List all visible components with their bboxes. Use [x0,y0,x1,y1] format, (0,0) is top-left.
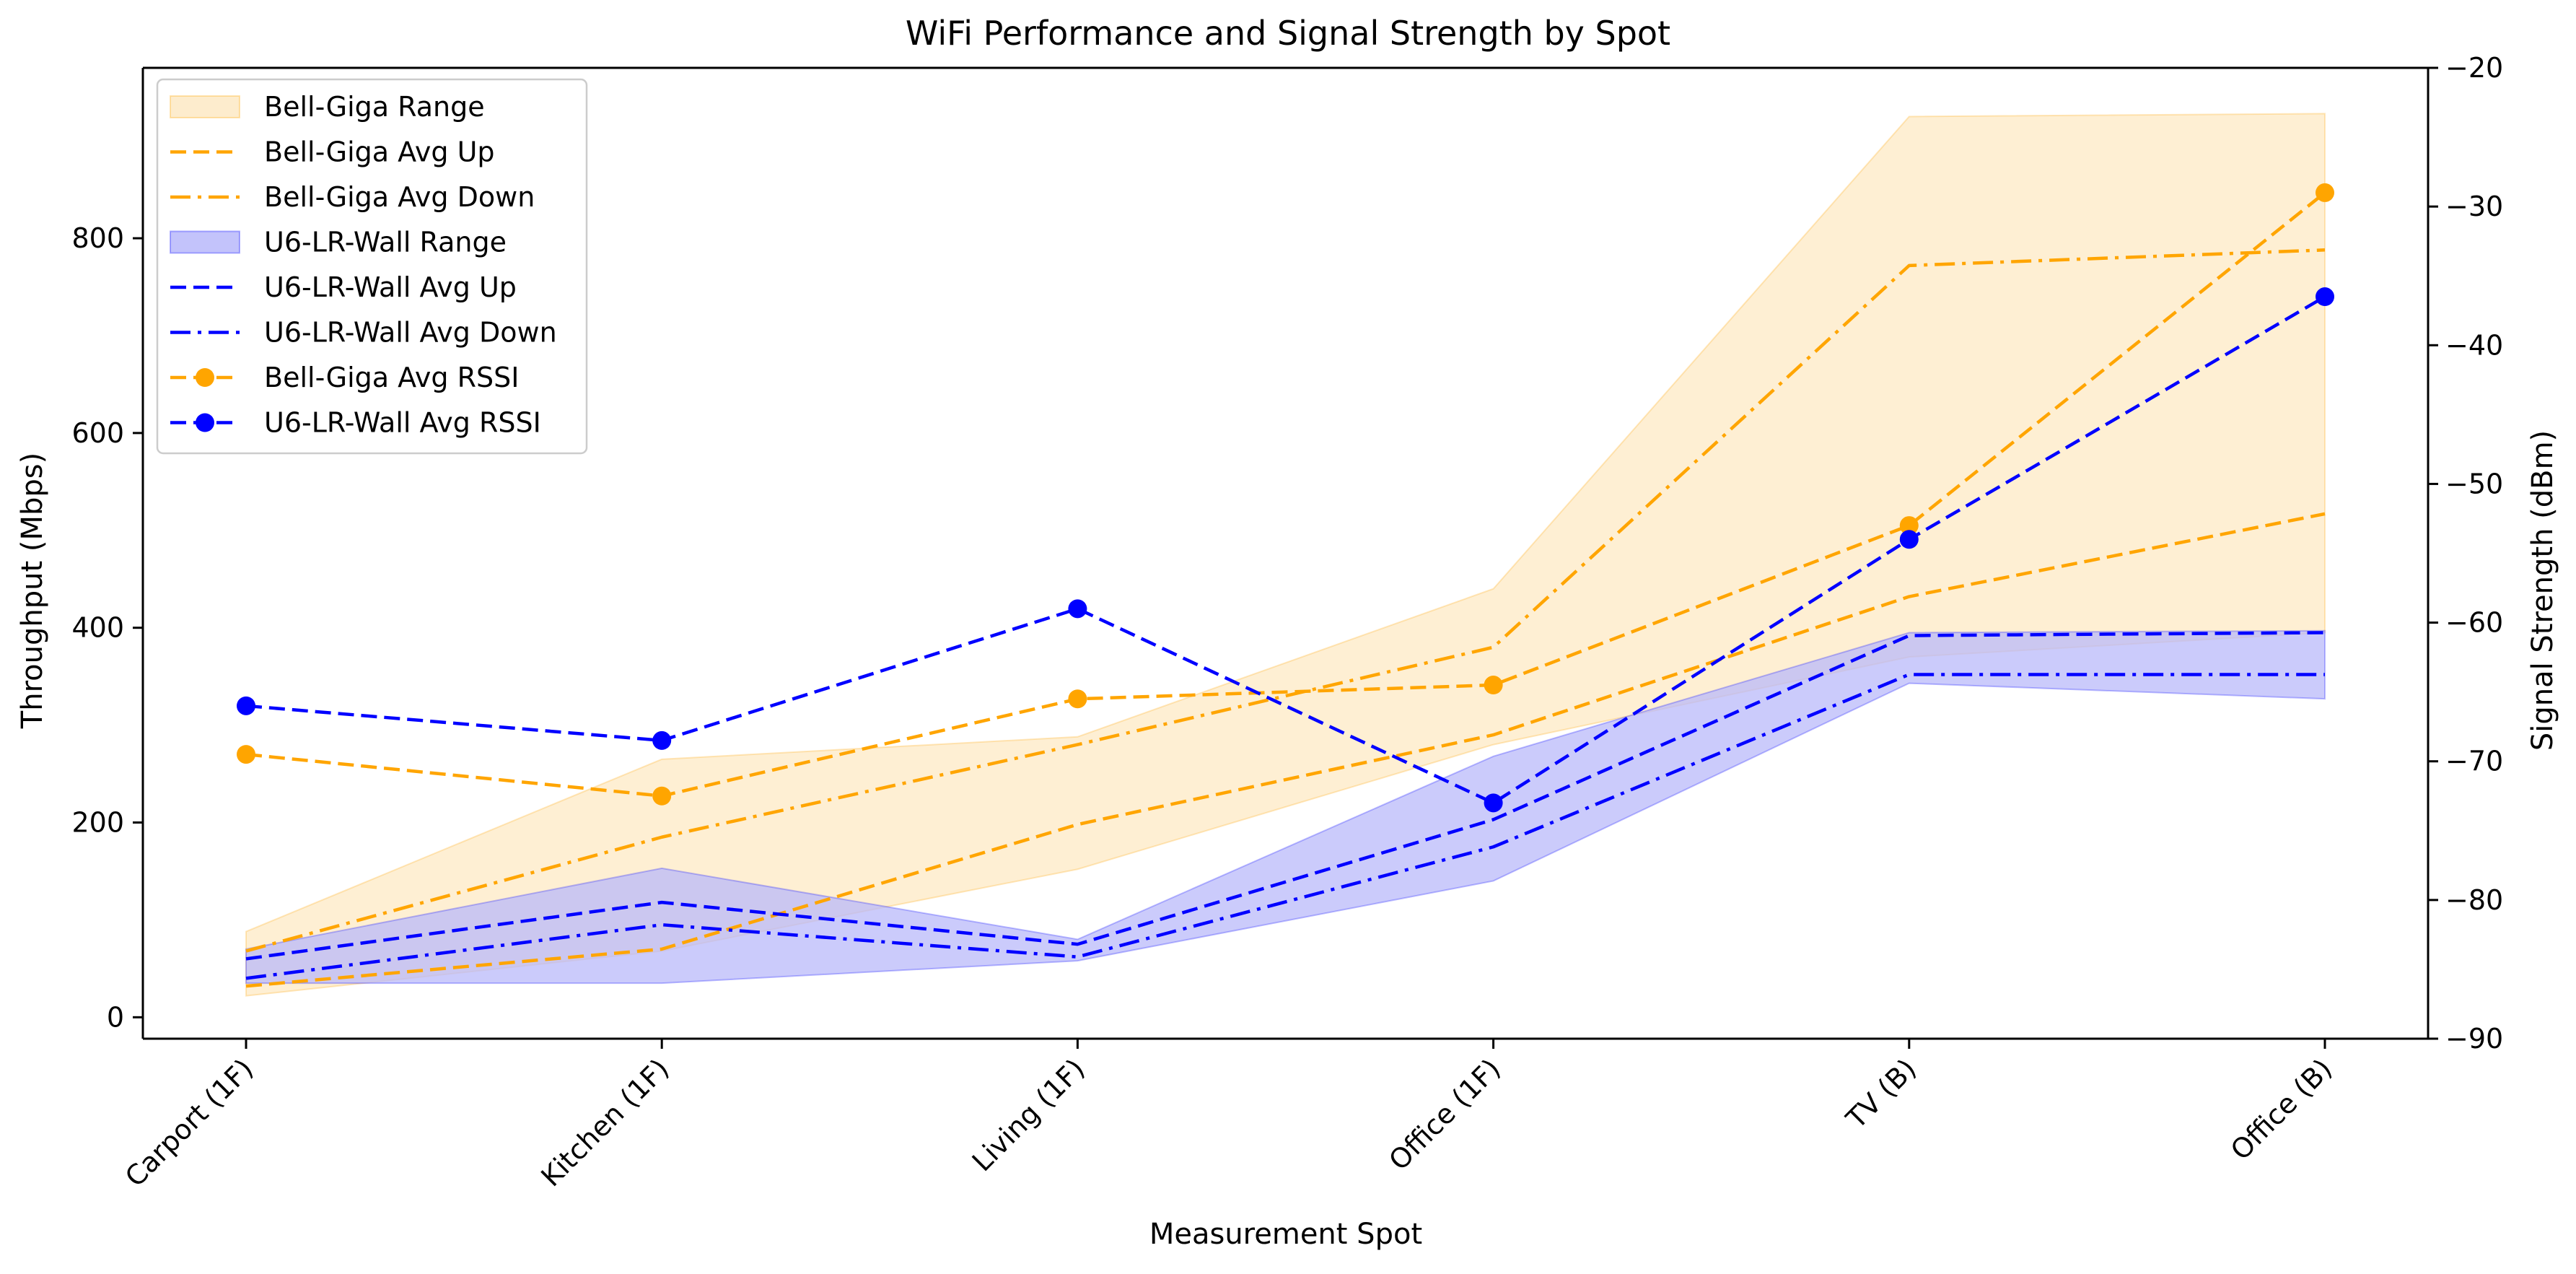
legend-label: U6-LR-Wall Avg Down [264,317,557,349]
u6-lr-wall-avg-rssi-point [2316,287,2334,307]
legend-swatch [170,95,240,118]
y2-tick-label: −70 [2445,746,2503,777]
u6-lr-wall-avg-rssi-point [652,730,672,750]
y-tick-label: 200 [71,807,124,839]
legend-label: U6-LR-Wall Range [264,227,507,258]
bell-giga-avg-up-line [245,512,2326,988]
u6-lr-wall-avg-up-line [245,631,2326,961]
bell-giga-avg-down-line [245,248,2326,953]
y2-tick-label: −40 [2445,329,2503,361]
series-markers [237,183,2334,813]
bell-giga-avg-rssi-point [1899,516,1919,536]
y2-tick-label: −30 [2445,191,2503,222]
bell-giga-avg-rssi-point [2316,183,2334,202]
legend-label: U6-LR-Wall Avg RSSI [264,407,541,439]
y2-tick-label: −60 [2445,607,2503,639]
bell-giga-avg-rssi-point [237,745,255,764]
legend-label: Bell-Giga Avg RSSI [264,362,519,393]
u6-lr-wall-avg-rssi-point [237,696,255,715]
legend-box [156,78,588,455]
legend-swatch [170,230,240,254]
u6-lr-wall-avg-rssi-point [1484,793,1503,813]
legend-label: U6-LR-Wall Avg Up [264,271,517,303]
legend-label: Bell-Giga Avg Down [264,181,535,213]
legend-label: Bell-Giga Range [264,91,485,123]
u6-lr-wall-range-band [245,629,2326,985]
u6-lr-wall-avg-rssi-line [245,295,2326,805]
u6-lr-wall-avg-rssi-point [1068,599,1087,619]
legend-marker [196,413,214,432]
y2-tick-label: −50 [2445,468,2503,499]
u6-lr-wall-avg-down-line [245,673,2325,980]
y2-tick-label: −20 [2445,52,2503,84]
u6-lr-wall-avg-rssi-point [1899,530,1919,549]
bell-giga-avg-rssi-point [1068,689,1087,709]
y2-axis-label: Signal Strength (dBm) [2526,430,2559,751]
legend-label: Bell-Giga Avg Up [264,136,495,168]
series-lines [245,191,2326,988]
bell-giga-avg-rssi-line [245,191,2326,798]
y-tick-label: 800 [71,222,124,254]
y-tick-label: 600 [71,417,124,449]
y-tick-label: 0 [107,1001,124,1033]
range-bands [245,113,2326,997]
legend: Bell-Giga Range Bell-Giga Avg Up Bell-Giga… [156,78,588,455]
bell-giga-avg-rssi-point [652,786,672,806]
y-tick-label: 400 [71,612,124,644]
y-axis-label: Throughput (Mbps) [16,453,49,729]
bell-giga-avg-rssi-point [1484,676,1503,695]
axes [141,66,2430,1040]
y2-tick-label: −80 [2445,884,2503,916]
y2-tick-label: −90 [2445,1023,2503,1055]
x-axis-label: Measurement Spot [1149,1218,1422,1251]
chart-title: WiFi Performance and Signal Strength by … [906,14,1670,53]
legend-marker [196,368,214,387]
